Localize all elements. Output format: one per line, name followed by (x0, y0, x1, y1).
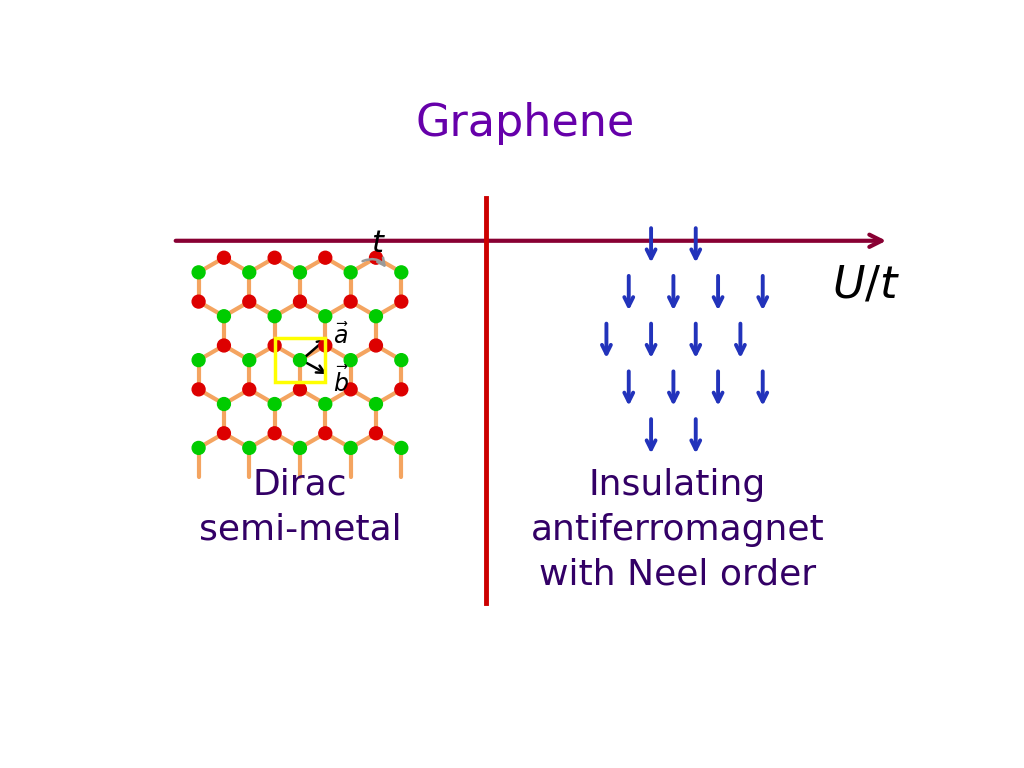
Circle shape (395, 354, 408, 366)
Text: Graphene: Graphene (415, 102, 635, 145)
Circle shape (395, 442, 408, 455)
Circle shape (344, 266, 357, 279)
Circle shape (318, 427, 332, 440)
Circle shape (344, 383, 357, 396)
Circle shape (294, 383, 306, 396)
Circle shape (217, 398, 230, 410)
Circle shape (243, 295, 256, 308)
Circle shape (268, 398, 281, 410)
Circle shape (193, 266, 205, 279)
Circle shape (344, 354, 357, 366)
Circle shape (395, 266, 408, 279)
FancyArrowPatch shape (362, 257, 384, 266)
Circle shape (268, 251, 281, 264)
Bar (274, 338, 326, 382)
Circle shape (395, 295, 408, 308)
Circle shape (193, 295, 205, 308)
Text: $\vec{a}$: $\vec{a}$ (333, 323, 349, 349)
Circle shape (370, 398, 382, 410)
Circle shape (395, 383, 408, 396)
Circle shape (318, 398, 332, 410)
Circle shape (294, 295, 306, 308)
Text: $\vec{b}$: $\vec{b}$ (333, 366, 349, 397)
Circle shape (193, 383, 205, 396)
Circle shape (193, 442, 205, 455)
Circle shape (370, 339, 382, 352)
Circle shape (193, 354, 205, 366)
Circle shape (370, 310, 382, 323)
Circle shape (294, 354, 306, 366)
Circle shape (318, 310, 332, 323)
Circle shape (217, 427, 230, 440)
Circle shape (370, 251, 382, 264)
Text: Dirac
semi-metal: Dirac semi-metal (199, 468, 401, 547)
Circle shape (318, 339, 332, 352)
Circle shape (318, 251, 332, 264)
Circle shape (243, 442, 256, 455)
Circle shape (268, 427, 281, 440)
Circle shape (268, 339, 281, 352)
Circle shape (268, 310, 281, 323)
Circle shape (294, 266, 306, 279)
Text: $t$: $t$ (371, 230, 386, 258)
Circle shape (344, 442, 357, 455)
Circle shape (370, 427, 382, 440)
Circle shape (243, 266, 256, 279)
Circle shape (243, 383, 256, 396)
Text: $U/t$: $U/t$ (831, 263, 900, 306)
Circle shape (217, 251, 230, 264)
Circle shape (294, 442, 306, 455)
Circle shape (217, 310, 230, 323)
Circle shape (217, 339, 230, 352)
Circle shape (243, 354, 256, 366)
Circle shape (344, 295, 357, 308)
Text: Insulating
antiferromagnet
with Neel order: Insulating antiferromagnet with Neel ord… (530, 468, 824, 591)
